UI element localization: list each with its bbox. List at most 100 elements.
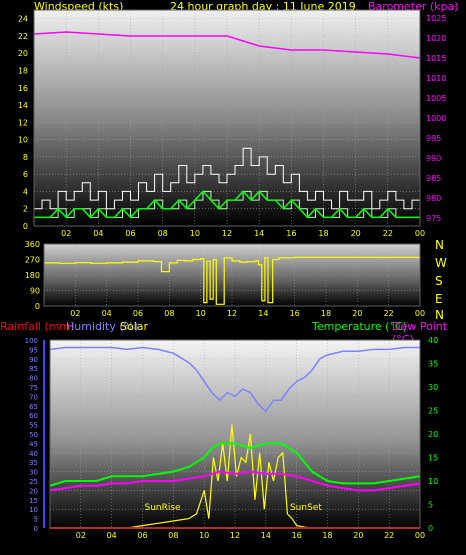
y-tick-label: 65 [29, 403, 38, 411]
wind-avg-light-series [34, 190, 420, 218]
x-tick-label: 10 [196, 309, 206, 318]
temperature-series [49, 442, 421, 487]
y2-tick-label: 25 [428, 407, 438, 416]
x-tick-label: 06 [125, 229, 135, 238]
y-tick-label: 5 [34, 516, 38, 524]
x-tick-label: 12 [227, 309, 237, 318]
humidity-label: Humidity (%) [66, 320, 139, 333]
y2-tick-label: 990 [426, 154, 441, 163]
y-tick-label: 8 [23, 153, 28, 162]
y-tick-label: 90 [30, 287, 40, 296]
x-tick-label: 16 [290, 309, 300, 318]
y2-tick-label: 30 [428, 383, 438, 392]
x-tick-label: 08 [168, 531, 178, 540]
x-tick-label: 20 [351, 229, 361, 238]
y-tick-label: 12 [18, 118, 28, 127]
y-tick-label: 50 [29, 431, 38, 439]
x-tick-label: 02 [76, 531, 86, 540]
y2-tick-label: 1000 [426, 114, 446, 123]
panel-border-1 [33, 9, 421, 227]
compass-n-bottom: N [435, 308, 444, 322]
y-tick-label: 45 [29, 440, 38, 448]
y-tick-label: 18 [18, 66, 28, 75]
x-tick-label: 04 [107, 531, 117, 540]
x-tick-label: 12 [222, 229, 232, 238]
y2-tick-label: 985 [426, 174, 441, 183]
x-tick-label: 02 [70, 309, 80, 318]
y2-tick-label: 20 [428, 430, 438, 439]
x-tick-label: 16 [286, 229, 296, 238]
y-tick-label: 10 [18, 136, 28, 145]
y-tick-label: 15 [29, 497, 38, 505]
x-tick-label: 14 [258, 309, 268, 318]
y2-tick-label: 40 [428, 336, 438, 345]
y-tick-label: 4 [23, 187, 28, 196]
x-tick-label: 08 [164, 309, 174, 318]
y-tick-label: 85 [29, 365, 38, 373]
x-tick-label: 12 [230, 531, 240, 540]
y-tick-label: 24 [18, 15, 28, 24]
x-tick-label: 18 [322, 531, 332, 540]
x-tick-label: 00 [415, 229, 425, 238]
y2-tick-label: 1010 [426, 74, 446, 83]
y-tick-label: 60 [29, 412, 38, 420]
panel-border-3 [49, 339, 421, 529]
solar-series [127, 424, 313, 529]
compass-w: W [435, 256, 447, 270]
y-tick-label: 40 [29, 450, 38, 458]
y2-tick-label: 15 [428, 454, 438, 463]
y-tick-label: 80 [29, 375, 38, 383]
y2-tick-label: 10 [428, 477, 438, 486]
y2-tick-label: 5 [428, 501, 433, 510]
y2-tick-label: 995 [426, 134, 441, 143]
y2-tick-label: 1015 [426, 54, 446, 63]
sun-annotation: SunSet [290, 503, 322, 513]
y-tick-label: 14 [18, 101, 28, 110]
y2-tick-label: 35 [428, 360, 438, 369]
y2-tick-label: 1020 [426, 34, 446, 43]
x-tick-label: 04 [93, 229, 103, 238]
x-tick-label: 04 [102, 309, 112, 318]
x-tick-label: 16 [292, 531, 302, 540]
y-tick-label: 0 [35, 302, 40, 311]
y-tick-label: 100 [25, 337, 38, 345]
y-tick-label: 22 [18, 32, 28, 41]
y-tick-label: 25 [29, 478, 38, 486]
wind-direction-series [44, 256, 420, 305]
x-tick-label: 00 [415, 531, 425, 540]
y-tick-label: 6 [23, 170, 28, 179]
x-tick-label: 18 [321, 309, 331, 318]
y-tick-label: 70 [29, 393, 38, 401]
solar-label: Solar [120, 320, 149, 333]
y2-tick-label: 1025 [426, 14, 446, 23]
x-tick-label: 10 [199, 531, 209, 540]
x-tick-label: 14 [261, 531, 271, 540]
wind-avg-series [34, 190, 420, 219]
x-tick-label: 06 [137, 531, 147, 540]
y-tick-label: 20 [29, 487, 38, 495]
y2-tick-label: 980 [426, 194, 441, 203]
x-tick-label: 14 [254, 229, 264, 238]
y-tick-label: 16 [18, 84, 28, 93]
y2-tick-label: 1005 [426, 94, 446, 103]
wind-gust-series [34, 147, 421, 210]
y-tick-label: 30 [29, 469, 38, 477]
y-tick-label: 75 [29, 384, 38, 392]
y-tick-label: 20 [18, 49, 28, 58]
y-tick-label: 10 [29, 506, 38, 514]
temperature-label: Temperature (°C) [312, 320, 407, 333]
x-tick-label: 02 [61, 229, 71, 238]
x-tick-label: 22 [384, 309, 394, 318]
y-tick-label: 360 [25, 240, 40, 249]
panel-border-2 [43, 243, 421, 307]
x-tick-label: 10 [190, 229, 200, 238]
x-tick-label: 06 [133, 309, 143, 318]
compass-s: S [435, 274, 443, 288]
y-tick-label: 180 [25, 271, 40, 280]
dewpoint-series [49, 470, 421, 492]
x-tick-label: 00 [415, 309, 425, 318]
rainfall-label: Rainfall (mm) [0, 320, 75, 333]
x-tick-label: 08 [158, 229, 168, 238]
